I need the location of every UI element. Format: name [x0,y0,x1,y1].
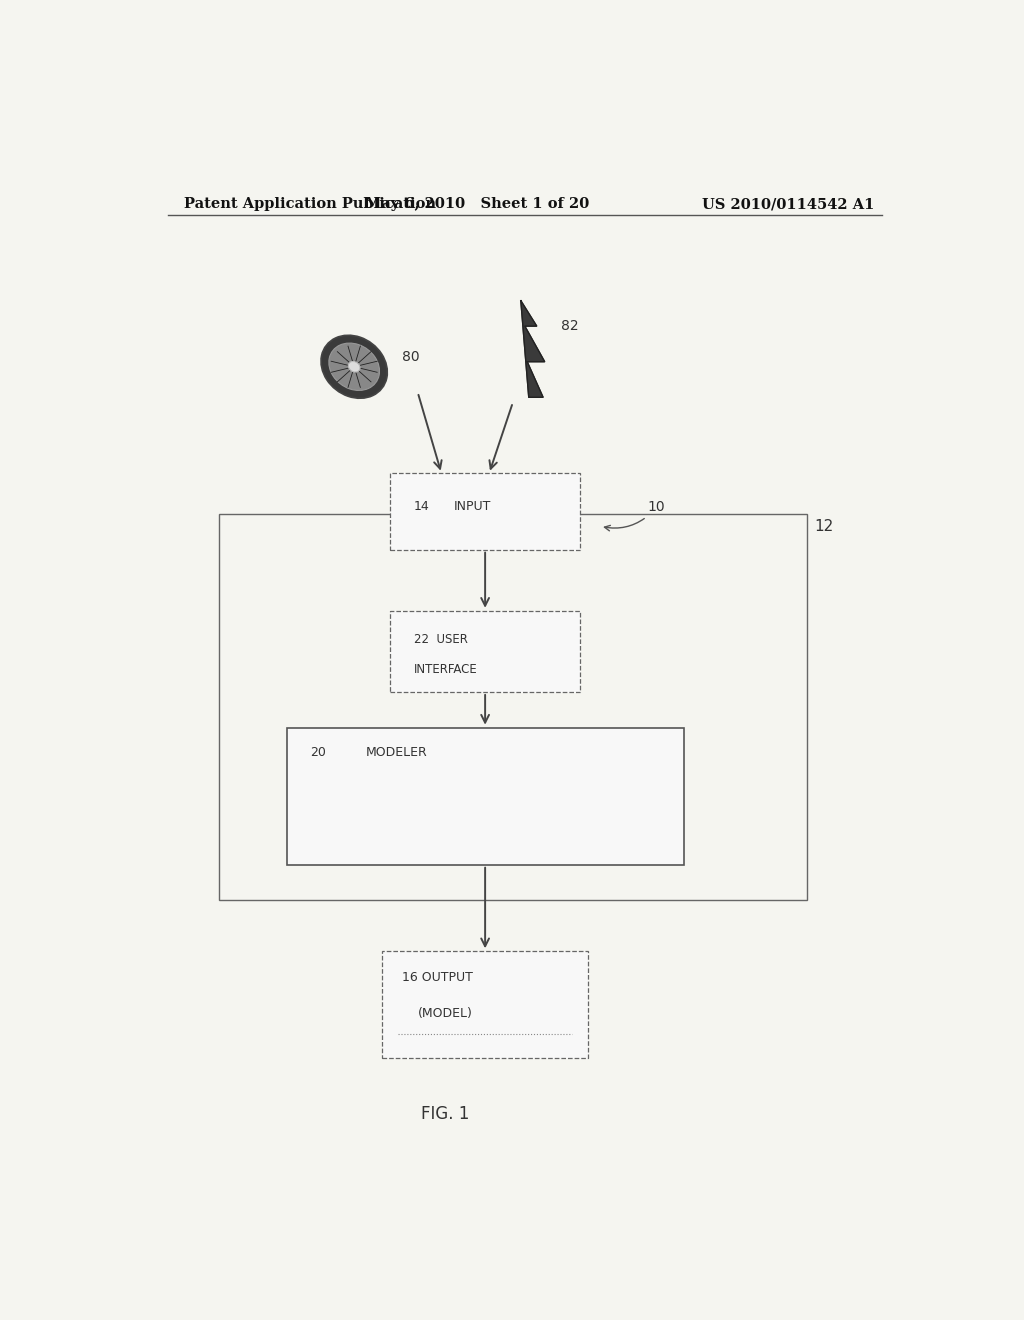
Text: US 2010/0114542 A1: US 2010/0114542 A1 [701,197,873,211]
Ellipse shape [329,343,380,391]
Bar [219,515,807,900]
Text: 14: 14 [414,500,429,513]
Text: Patent Application Publication: Patent Application Publication [183,197,435,211]
Text: (MODEL): (MODEL) [418,1007,472,1019]
Text: 10: 10 [604,500,666,531]
Text: 12: 12 [814,519,834,535]
Text: 20: 20 [310,746,327,759]
Bar [382,952,588,1057]
Text: INPUT: INPUT [454,500,490,513]
Text: MODELER: MODELER [367,746,428,759]
Text: FIG. 1: FIG. 1 [421,1105,470,1123]
Text: May 6, 2010   Sheet 1 of 20: May 6, 2010 Sheet 1 of 20 [366,197,589,211]
Ellipse shape [321,335,387,399]
Text: 80: 80 [401,350,420,363]
Ellipse shape [348,362,360,372]
Bar [287,727,684,865]
Text: 22  USER: 22 USER [414,632,468,645]
Bar [390,611,581,692]
Polygon shape [521,301,545,397]
Bar [390,474,581,549]
Text: INTERFACE: INTERFACE [414,663,477,676]
Text: 82: 82 [560,319,579,333]
Text: 16 OUTPUT: 16 OUTPUT [401,972,473,985]
